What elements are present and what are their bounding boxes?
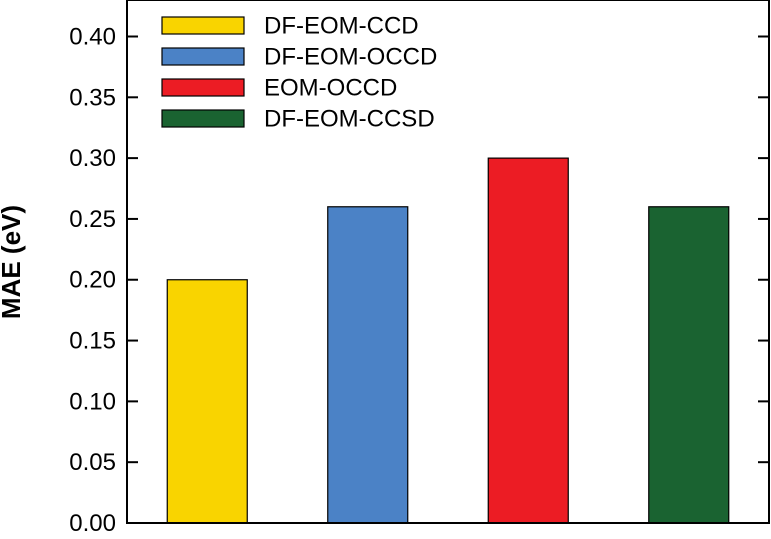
legend-label: DF-EOM-CCD bbox=[264, 13, 419, 40]
legend-swatch bbox=[161, 109, 245, 128]
legend-swatch bbox=[161, 16, 245, 35]
y-tick-label: 0.15 bbox=[69, 328, 116, 355]
plot-frame bbox=[126, 0, 770, 524]
y-tick-label: 0.05 bbox=[69, 449, 116, 476]
y-tick-label: 0.25 bbox=[69, 206, 116, 233]
bars-layer bbox=[166, 157, 730, 524]
y-axis-title: MAE (eV) bbox=[0, 205, 26, 319]
y-tick-label: 0.35 bbox=[69, 84, 116, 111]
legend-label: DF-EOM-OCCD bbox=[264, 44, 437, 71]
y-tick-label: 0.10 bbox=[69, 388, 116, 415]
y-tick-label: 0.40 bbox=[69, 23, 116, 50]
bar-df-eom-ccsd bbox=[648, 206, 730, 524]
bar-df-eom-occd bbox=[327, 206, 409, 524]
legend-label: DF-EOM-CCSD bbox=[264, 106, 435, 133]
legend-label: EOM-OCCD bbox=[264, 75, 397, 102]
legend: DF-EOM-CCD DF-EOM-OCCD EOM-OCCD DF-EOM-CCSD bbox=[161, 13, 437, 133]
legend-swatch bbox=[161, 78, 245, 97]
y-tick-label: 0.20 bbox=[69, 267, 116, 294]
bar-df-eom-ccd bbox=[166, 279, 248, 524]
y-tick-label: 0.30 bbox=[69, 145, 116, 172]
y-axis-ticks: 0.00 0.05 0.10 0.15 0.20 0.25 0.30 0.35 0.40 bbox=[69, 23, 769, 537]
bar-eom-occd bbox=[487, 157, 569, 524]
y-tick-label: 0.00 bbox=[69, 510, 116, 534]
legend-swatch bbox=[161, 47, 245, 66]
